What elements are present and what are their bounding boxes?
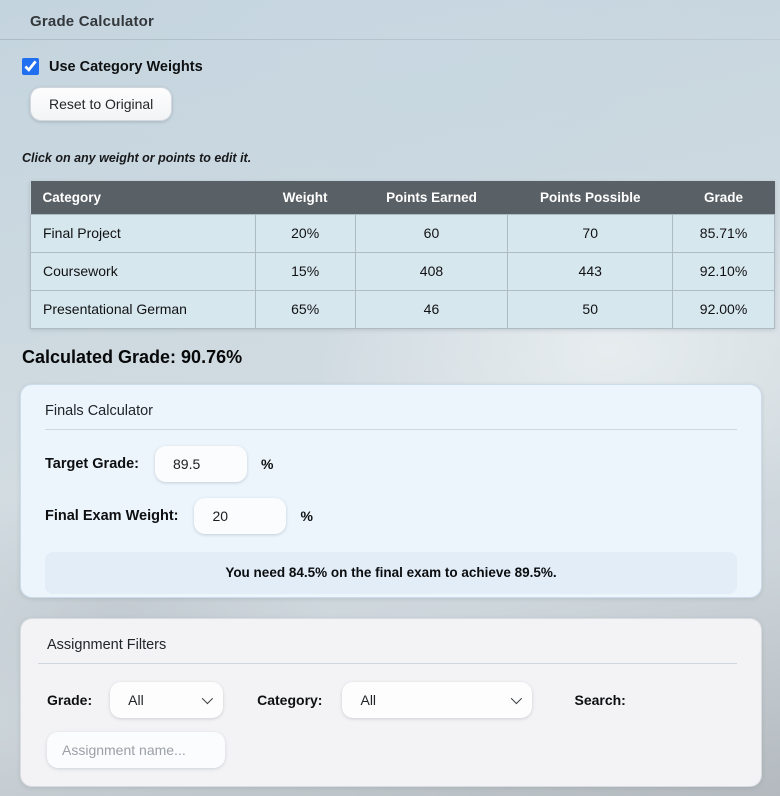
header-category: Category — [30, 181, 256, 214]
search-label: Search: — [574, 691, 626, 708]
cell-weight[interactable]: 15% — [254, 251, 356, 291]
assignment-filters-title: Assignment Filters — [47, 636, 167, 653]
edit-hint-text: Click on any weight or points to edit it… — [22, 151, 252, 165]
calculated-grade-text: Calculated Grade: 90.76% — [22, 346, 243, 367]
page-title: Grade Calculator — [30, 13, 155, 30]
cell-points-earned[interactable]: 46 — [354, 289, 509, 329]
cell-points-possible[interactable]: 443 — [507, 251, 674, 291]
cell-points-possible[interactable]: 70 — [507, 213, 674, 253]
cell-category: Coursework — [30, 251, 256, 291]
category-filter-label: Category: — [257, 691, 323, 708]
filters-row: Grade: All Category: All Search: — [38, 681, 737, 718]
cell-grade: 92.10% — [672, 251, 775, 291]
table-row: Coursework 15% 408 443 92.10% — [30, 251, 775, 291]
cell-category: Final Project — [30, 213, 256, 253]
panel-divider — [38, 662, 737, 664]
cell-weight[interactable]: 20% — [254, 213, 356, 253]
target-grade-label: Target Grade: — [45, 455, 140, 472]
chevron-down-icon — [511, 692, 523, 704]
target-grade-row: Target Grade: % — [45, 445, 737, 482]
header-weight: Weight — [255, 181, 356, 214]
header-points-earned: Points Earned — [355, 181, 508, 214]
table-row: Final Project 20% 60 70 85.71% — [30, 213, 775, 253]
final-exam-weight-row: Final Exam Weight: % — [45, 497, 737, 534]
cell-category: Presentational German — [30, 289, 256, 329]
use-category-weights-row: Use Category Weights — [22, 58, 780, 75]
header-grade: Grade — [672, 181, 775, 214]
final-exam-weight-unit: % — [300, 507, 313, 524]
cell-grade: 85.71% — [672, 213, 775, 253]
use-category-weights-label[interactable]: Use Category Weights — [49, 58, 203, 75]
finals-result-message: You need 84.5% on the final exam to achi… — [45, 551, 737, 594]
cell-points-possible[interactable]: 50 — [507, 289, 674, 329]
panel-divider — [45, 428, 737, 430]
grade-filter-select[interactable]: All — [110, 681, 224, 718]
target-grade-input[interactable] — [155, 445, 248, 482]
finals-calculator-panel: Finals Calculator Target Grade: % Final … — [20, 383, 762, 598]
finals-calculator-title: Finals Calculator — [45, 402, 153, 419]
chevron-down-icon — [201, 692, 214, 704]
cell-points-earned[interactable]: 408 — [354, 251, 509, 291]
use-category-weights-checkbox[interactable] — [22, 58, 39, 75]
final-exam-weight-input[interactable] — [194, 497, 287, 534]
cell-grade: 92.00% — [672, 289, 775, 329]
header-points-possible: Points Possible — [507, 181, 673, 214]
category-filter-select[interactable]: All — [342, 681, 533, 718]
title-divider — [0, 39, 780, 40]
grade-filter-label: Grade: — [47, 691, 93, 708]
category-filter-value: All — [360, 691, 377, 708]
assignment-filters-panel: Assignment Filters Grade: All Category: … — [20, 617, 762, 787]
grade-filter-value: All — [128, 691, 144, 708]
table-row: Presentational German 65% 46 50 92.00% — [30, 289, 775, 329]
grade-table: Category Weight Points Earned Points Pos… — [30, 181, 775, 329]
cell-points-earned[interactable]: 60 — [354, 213, 509, 253]
final-exam-weight-label: Final Exam Weight: — [45, 507, 179, 524]
table-header-row: Category Weight Points Earned Points Pos… — [30, 181, 775, 214]
controls-section: Use Category Weights Reset to Original — [22, 58, 780, 121]
cell-weight[interactable]: 65% — [254, 289, 356, 329]
target-grade-unit: % — [261, 455, 274, 472]
assignment-search-input[interactable] — [47, 731, 225, 768]
reset-to-original-button[interactable]: Reset to Original — [30, 87, 173, 121]
